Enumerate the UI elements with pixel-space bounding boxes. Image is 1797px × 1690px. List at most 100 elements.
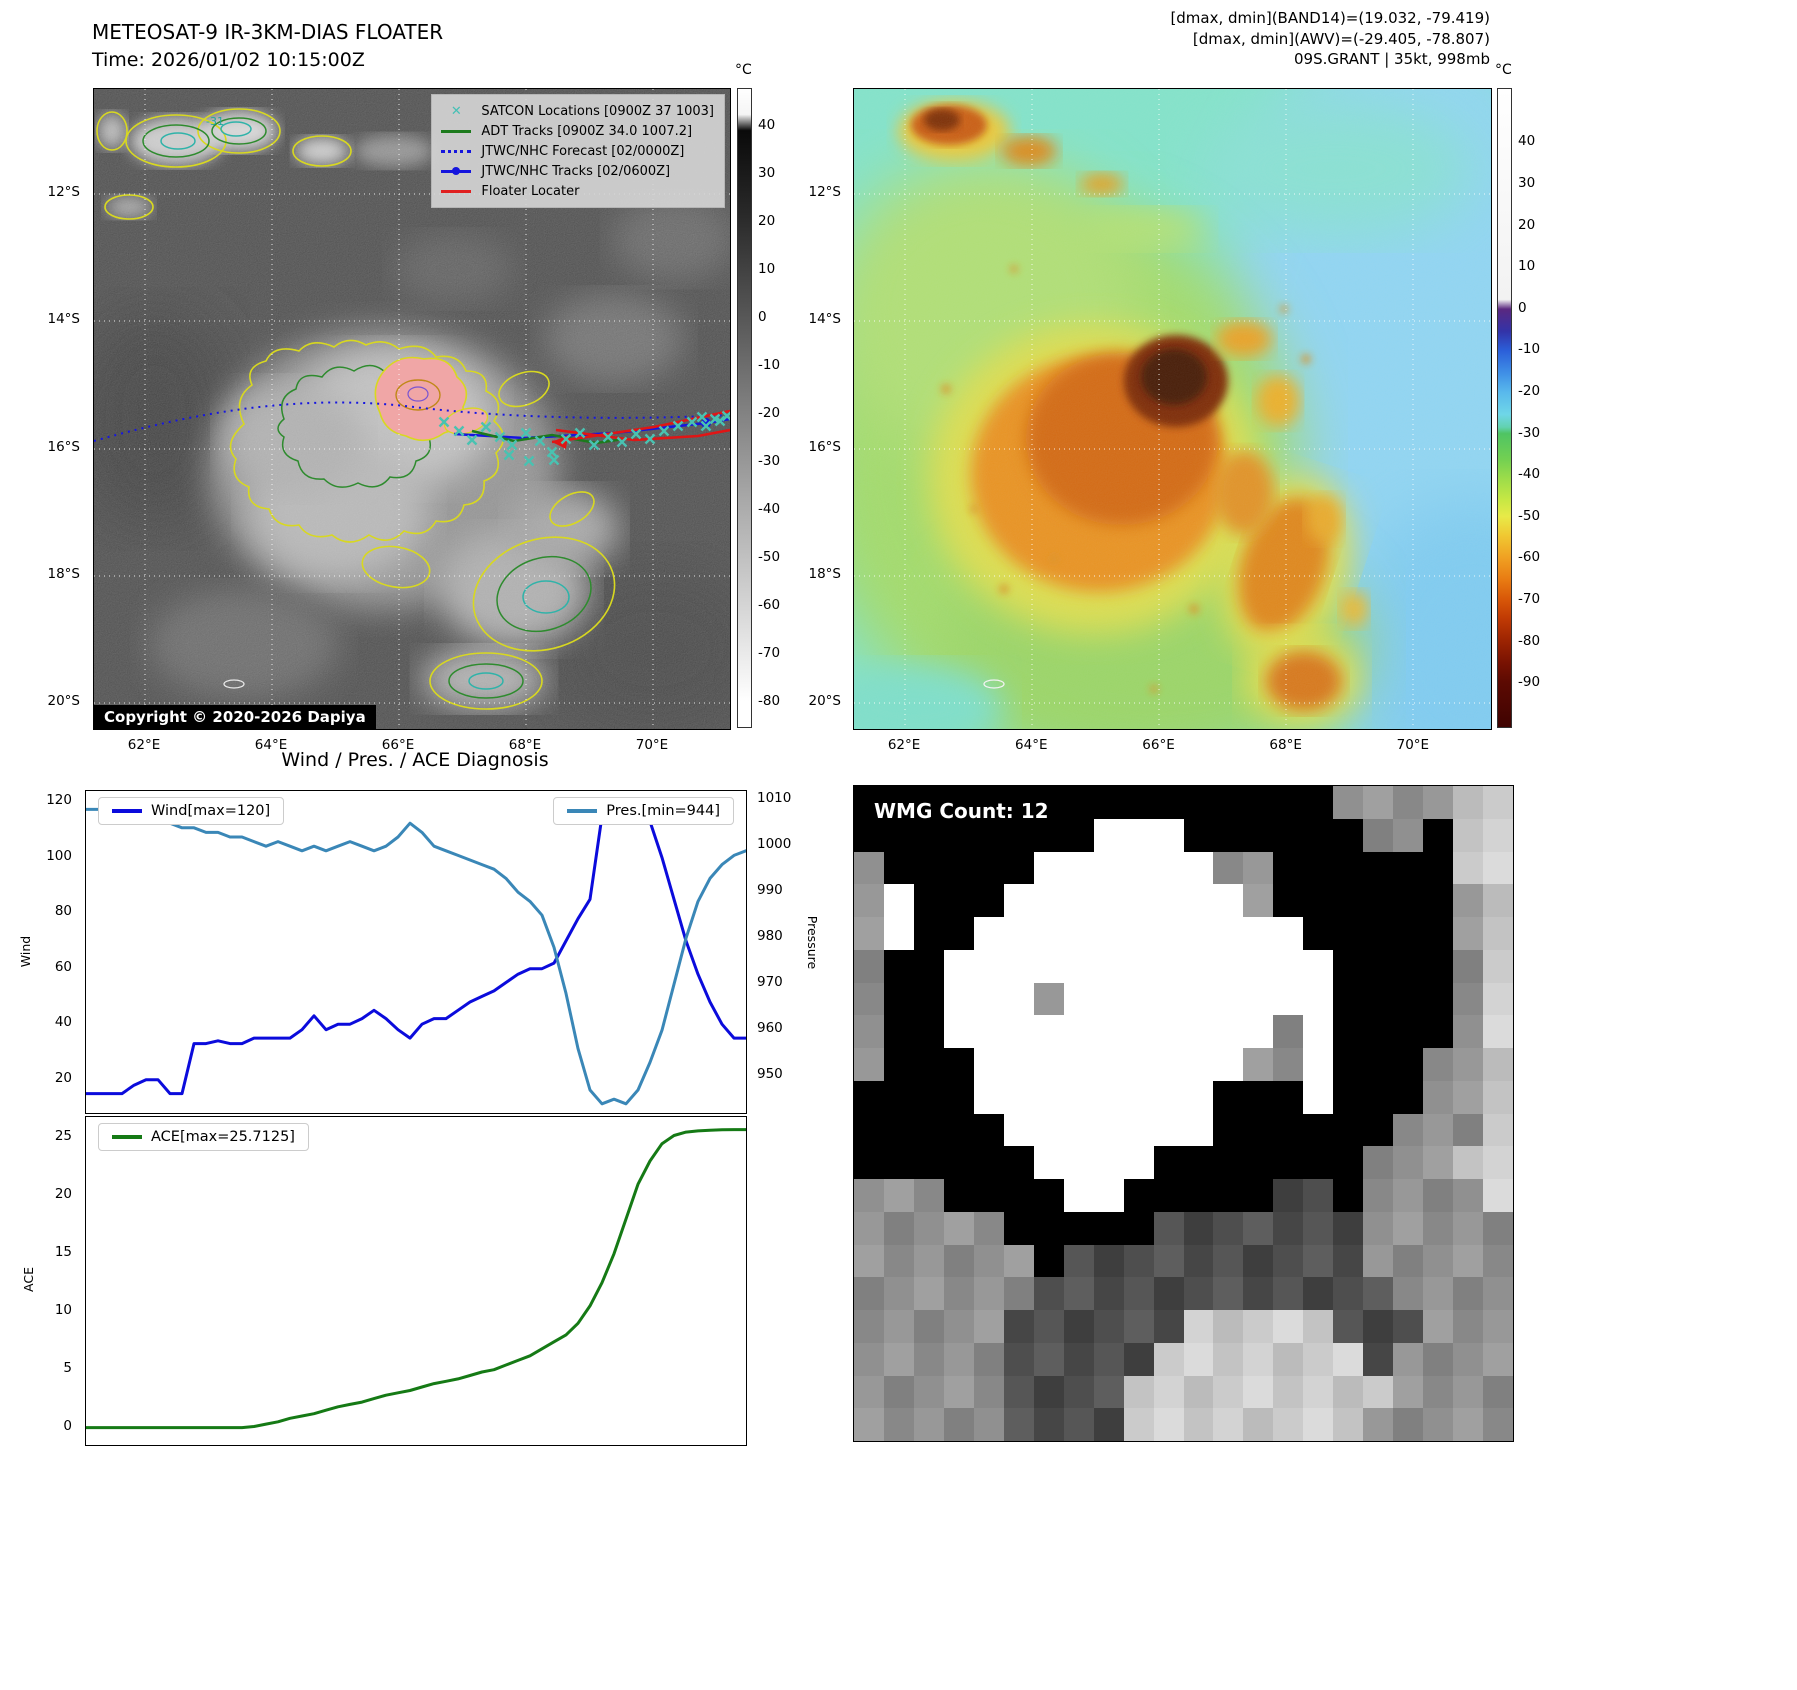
wmg-cell xyxy=(1153,1342,1184,1376)
wind-pressure-chart: Wind[max=120] Pres.[min=944] xyxy=(85,790,747,1114)
wmg-cell xyxy=(1453,917,1484,951)
wmg-cell xyxy=(1243,818,1274,852)
dmax-dmin-awv: [dmax, dmin](AWV)=(-29.405, -78.807) xyxy=(1192,29,1490,48)
wmg-cell xyxy=(913,1408,945,1441)
wmg-cell xyxy=(913,1113,945,1147)
y-tick-label: 25 xyxy=(54,1127,72,1144)
wmg-cell xyxy=(1363,1408,1394,1441)
ir-grayscale-map: -31 xyxy=(93,88,731,730)
wmg-cell xyxy=(1153,1277,1184,1311)
wmg-cell xyxy=(1213,1015,1244,1049)
wmg-cell xyxy=(1123,1277,1154,1311)
lat-axis-left: 12°S 14°S 16°S 18°S 20°S xyxy=(36,88,86,728)
x-tick-label: 66°E xyxy=(1142,737,1175,753)
wmg-cell xyxy=(943,1244,975,1278)
wmg-cell xyxy=(1483,1310,1513,1344)
wmg-cell xyxy=(1393,1244,1424,1278)
y-tick-label: 16°S xyxy=(808,439,842,455)
wmg-cell xyxy=(1333,1342,1364,1376)
wmg-cell xyxy=(883,1146,915,1180)
wmg-cell xyxy=(1453,786,1484,820)
wmg-cell xyxy=(1123,1048,1154,1082)
wmg-cell xyxy=(1243,982,1274,1016)
wmg-cell xyxy=(1033,1015,1065,1049)
wmg-cell xyxy=(973,818,1005,852)
wmg-cell xyxy=(1393,1113,1424,1147)
y-tick-label: 18°S xyxy=(808,565,842,582)
wmg-cell xyxy=(1213,1375,1244,1409)
wmg-cell xyxy=(1423,917,1454,951)
island-outline xyxy=(983,679,1005,689)
wmg-cell xyxy=(1003,949,1035,983)
wmg-cell xyxy=(1063,1179,1095,1213)
ace-axis-ticks: 0 5 10 15 20 25 xyxy=(30,1116,78,1444)
wmg-cell xyxy=(1363,818,1394,852)
wmg-cell xyxy=(1093,1048,1124,1082)
wmg-cell xyxy=(1093,818,1124,852)
wmg-cell xyxy=(913,949,945,983)
wmg-cell xyxy=(1183,1277,1214,1311)
wmg-cell xyxy=(1423,1146,1454,1180)
colorbar-tick-label: -10 xyxy=(758,357,781,374)
wmg-cell xyxy=(1123,982,1154,1016)
legend-line-sample xyxy=(112,1135,142,1139)
wmg-cell xyxy=(1333,1080,1364,1114)
wmg-cell xyxy=(1123,917,1154,951)
wmg-cell xyxy=(1183,1211,1214,1245)
wmg-cell xyxy=(1303,1310,1334,1344)
wmg-cell xyxy=(1363,786,1394,820)
wmg-cell xyxy=(1213,1244,1244,1278)
ir-enhanced-image xyxy=(854,89,1491,729)
colorbar-tick-label: 10 xyxy=(1518,258,1536,275)
wmg-cell xyxy=(1063,1080,1095,1114)
wmg-cell xyxy=(1393,786,1424,820)
wmg-cell xyxy=(1033,1375,1065,1409)
legend-line-sample xyxy=(567,809,598,813)
wmg-cell xyxy=(854,1048,885,1082)
wmg-cell xyxy=(1093,1211,1124,1245)
wmg-cell xyxy=(973,851,1005,885)
wmg-cell xyxy=(973,1310,1005,1344)
wmg-cell xyxy=(1063,1015,1095,1049)
wmg-cell xyxy=(1483,1244,1513,1278)
wmg-cell xyxy=(1393,1375,1424,1409)
wmg-cell xyxy=(1183,1375,1214,1409)
wmg-cell xyxy=(1033,1080,1065,1114)
wmg-cell xyxy=(1123,1408,1154,1441)
x-tick-label: 68°E xyxy=(1269,737,1302,753)
wmg-cell xyxy=(1123,1179,1154,1213)
enhanced-colorbar xyxy=(1497,88,1512,728)
dotted-icon xyxy=(440,149,472,153)
wmg-cell xyxy=(1483,786,1513,820)
wmg-cell xyxy=(1093,1375,1124,1409)
wmg-cell xyxy=(854,1113,885,1147)
wmg-cell xyxy=(1273,1375,1304,1409)
wmg-cell xyxy=(973,949,1005,983)
legend-label: Floater Locater xyxy=(481,183,580,199)
wmg-cell xyxy=(1093,884,1124,918)
wmg-cell xyxy=(1063,1211,1095,1245)
x-tick-label: 70°E xyxy=(635,737,669,753)
wmg-cell xyxy=(1303,1146,1334,1180)
wmg-cell xyxy=(1093,1244,1124,1278)
lat-axis-right: 12°S 14°S 16°S 18°S 20°S xyxy=(797,88,847,728)
wmg-cell xyxy=(1303,1211,1334,1245)
wmg-cell xyxy=(854,1310,885,1344)
wmg-cell xyxy=(1363,1048,1394,1082)
wmg-cell xyxy=(943,917,975,951)
wmg-cell xyxy=(1333,1375,1364,1409)
wmg-cell xyxy=(1063,1146,1095,1180)
wmg-cell xyxy=(1423,1080,1454,1114)
series-ace xyxy=(86,1128,746,1430)
chart-legend: Wind[max=120] xyxy=(98,797,285,825)
y-tick-label: 120 xyxy=(46,792,72,809)
wmg-cell xyxy=(1243,1211,1274,1245)
y-tick-label: 950 xyxy=(757,1066,783,1083)
wmg-cell xyxy=(1153,1080,1184,1114)
wmg-cell xyxy=(1333,1244,1364,1278)
wmg-cell xyxy=(1093,1277,1124,1311)
wmg-cell xyxy=(1093,851,1124,885)
wmg-cell xyxy=(1063,1342,1095,1376)
wmg-cell xyxy=(1003,1310,1035,1344)
